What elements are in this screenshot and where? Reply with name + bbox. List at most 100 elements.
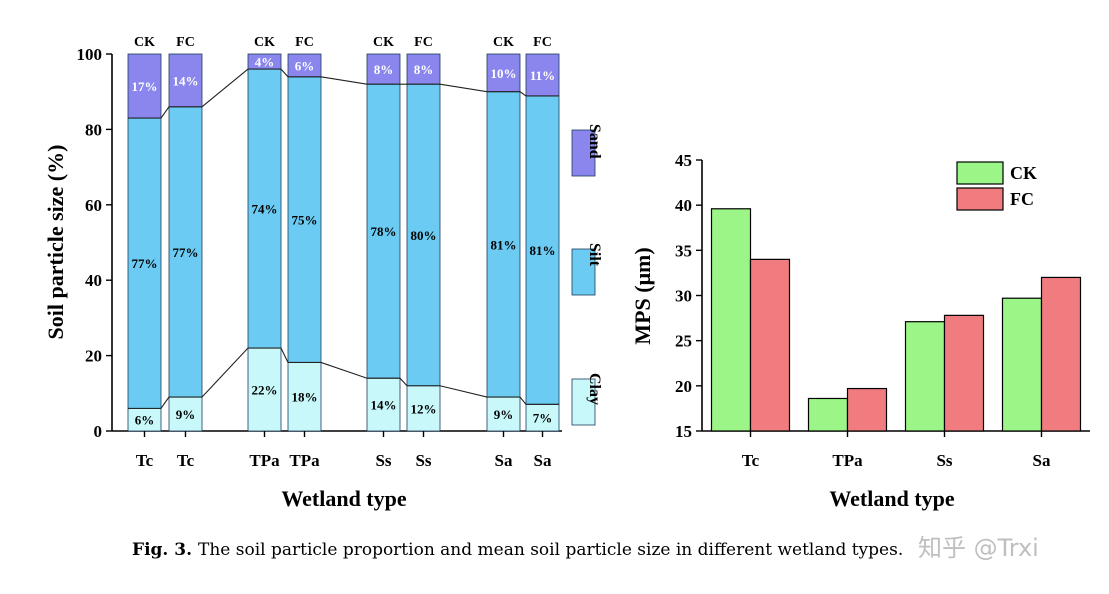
x-tick-label: Ss (375, 451, 391, 470)
y-tick-label: 100 (77, 45, 103, 64)
legend-label-ck: CK (1010, 163, 1037, 183)
caption-text: The soil particle proportion and mean so… (198, 540, 904, 560)
stacked-bar-chart: 0 20 40 60 80 100 6% 77% 17% Tc CK 9% 77% 14% Tc FC 22% 7… (43, 35, 603, 511)
segment-label: 14% (173, 73, 199, 88)
treatment-label: CK (493, 35, 514, 50)
legend-label-sand: Sand (586, 124, 603, 159)
bar-segment-clay (525, 403, 560, 432)
legend-swatch-clay (571, 378, 596, 426)
bar-segment-silt (287, 76, 322, 363)
segment-label: 78% (371, 224, 397, 239)
y-tick-label: 35 (675, 241, 692, 260)
y-tick-label: 30 (675, 287, 692, 306)
y-tick-label: 60 (85, 196, 102, 215)
watermark: 知乎 @Trxi (918, 534, 1039, 562)
treatment-label: CK (134, 35, 155, 50)
treatment-label: CK (373, 35, 394, 50)
bar-segment-clay (406, 385, 441, 432)
treatment-label: FC (295, 35, 314, 50)
x-axis-title: Wetland type (281, 486, 407, 511)
segment-label: 4% (255, 55, 275, 70)
bar-ck (807, 397, 849, 432)
x-tick-label: Tc (742, 451, 760, 470)
bar-segment-sand (366, 53, 401, 85)
segment-label: 77% (132, 256, 158, 271)
mps-legend: CK FC (956, 161, 1037, 211)
x-tick-label: TPa (832, 451, 863, 470)
segment-label: 14% (371, 398, 397, 413)
treatment-label: FC (414, 35, 433, 50)
treatment-label: FC (176, 35, 195, 50)
clay-connector-line (128, 347, 559, 409)
segment-label: 81% (530, 243, 556, 258)
segment-label: 8% (414, 62, 434, 77)
x-tick-label: Sa (1033, 451, 1051, 470)
bar-segment-sand (127, 53, 162, 119)
bar-segment-silt (406, 83, 441, 387)
x-tick-label: Sa (534, 451, 552, 470)
x-tick-label: Ss (936, 451, 952, 470)
segment-label: 17% (132, 79, 158, 94)
silt-connector-line (128, 68, 559, 119)
segment-label: 7% (533, 411, 553, 426)
legend-swatch-ck (956, 161, 1004, 185)
bar-segment-sand (406, 53, 441, 85)
legend-swatch-silt (571, 248, 596, 296)
segment-label: 10% (491, 66, 517, 81)
bar-fc (943, 314, 985, 432)
y-tick-label: 45 (675, 151, 692, 170)
y-tick-label: 20 (85, 347, 102, 366)
legend-label-clay: Clay (586, 373, 603, 405)
x-tick-label: Tc (177, 451, 195, 470)
segment-label: 6% (135, 413, 155, 428)
bar-segment-silt (247, 68, 282, 349)
legend-swatch-fc (956, 187, 1004, 211)
y-tick-label: 40 (675, 196, 692, 215)
segment-label: 12% (411, 401, 437, 416)
x-tick-label: Tc (136, 451, 154, 470)
x-tick-label: TPa (249, 451, 280, 470)
segment-label: 18% (292, 390, 318, 405)
bar-ck (904, 321, 946, 432)
x-tick-label: TPa (289, 451, 320, 470)
x-tick-label: Sa (495, 451, 513, 470)
segment-label: 9% (176, 407, 196, 422)
y-tick-label: 25 (675, 332, 692, 351)
bar-segment-silt (525, 95, 560, 405)
y-tick-label: 0 (94, 422, 103, 441)
bar-segment-silt (127, 117, 162, 409)
segment-label: 74% (252, 202, 278, 217)
y-tick-label: 15 (675, 422, 692, 441)
bar-fc (1040, 276, 1082, 432)
x-axis-title: Wetland type (829, 486, 955, 511)
figure-caption: Fig. 3. The soil particle proportion and … (132, 540, 903, 560)
y-axis-title: Soil particle size (%) (43, 145, 68, 340)
mps-bar-chart: 15 20 25 30 35 40 45 Tc TPa Ss Sa Wetland type MPS (… (630, 151, 1090, 511)
y-tick-label: 80 (85, 120, 102, 139)
segment-label: 77% (173, 245, 199, 260)
caption-number: Fig. 3. (132, 540, 192, 560)
segment-label: 8% (374, 62, 394, 77)
stacked-legend: Sand Silt Clay (571, 124, 603, 426)
bar-fc (749, 258, 791, 432)
y-tick-label: 20 (675, 377, 692, 396)
segment-label: 80% (411, 228, 437, 243)
segment-label: 6% (295, 58, 315, 73)
segment-label: 11% (530, 68, 555, 83)
bar-ck (710, 208, 752, 432)
segment-label: 9% (494, 407, 514, 422)
bar-segment-silt (486, 91, 521, 398)
legend-label-fc: FC (1010, 189, 1034, 209)
figure-canvas: 0 20 40 60 80 100 6% 77% 17% Tc CK 9% 77% 14% Tc FC 22% 7… (43, 35, 1090, 511)
bar-ck (1001, 297, 1043, 432)
segment-label: 22% (252, 383, 278, 398)
segment-label: 75% (292, 213, 318, 228)
y-tick-label: 40 (85, 271, 102, 290)
legend-label-silt: Silt (586, 243, 603, 267)
bar-segment-sand (486, 53, 521, 93)
segment-label: 81% (491, 237, 517, 252)
bar-fc (846, 387, 888, 432)
x-tick-label: Ss (415, 451, 431, 470)
bar-segment-clay (287, 362, 322, 432)
treatment-label: CK (254, 35, 275, 50)
